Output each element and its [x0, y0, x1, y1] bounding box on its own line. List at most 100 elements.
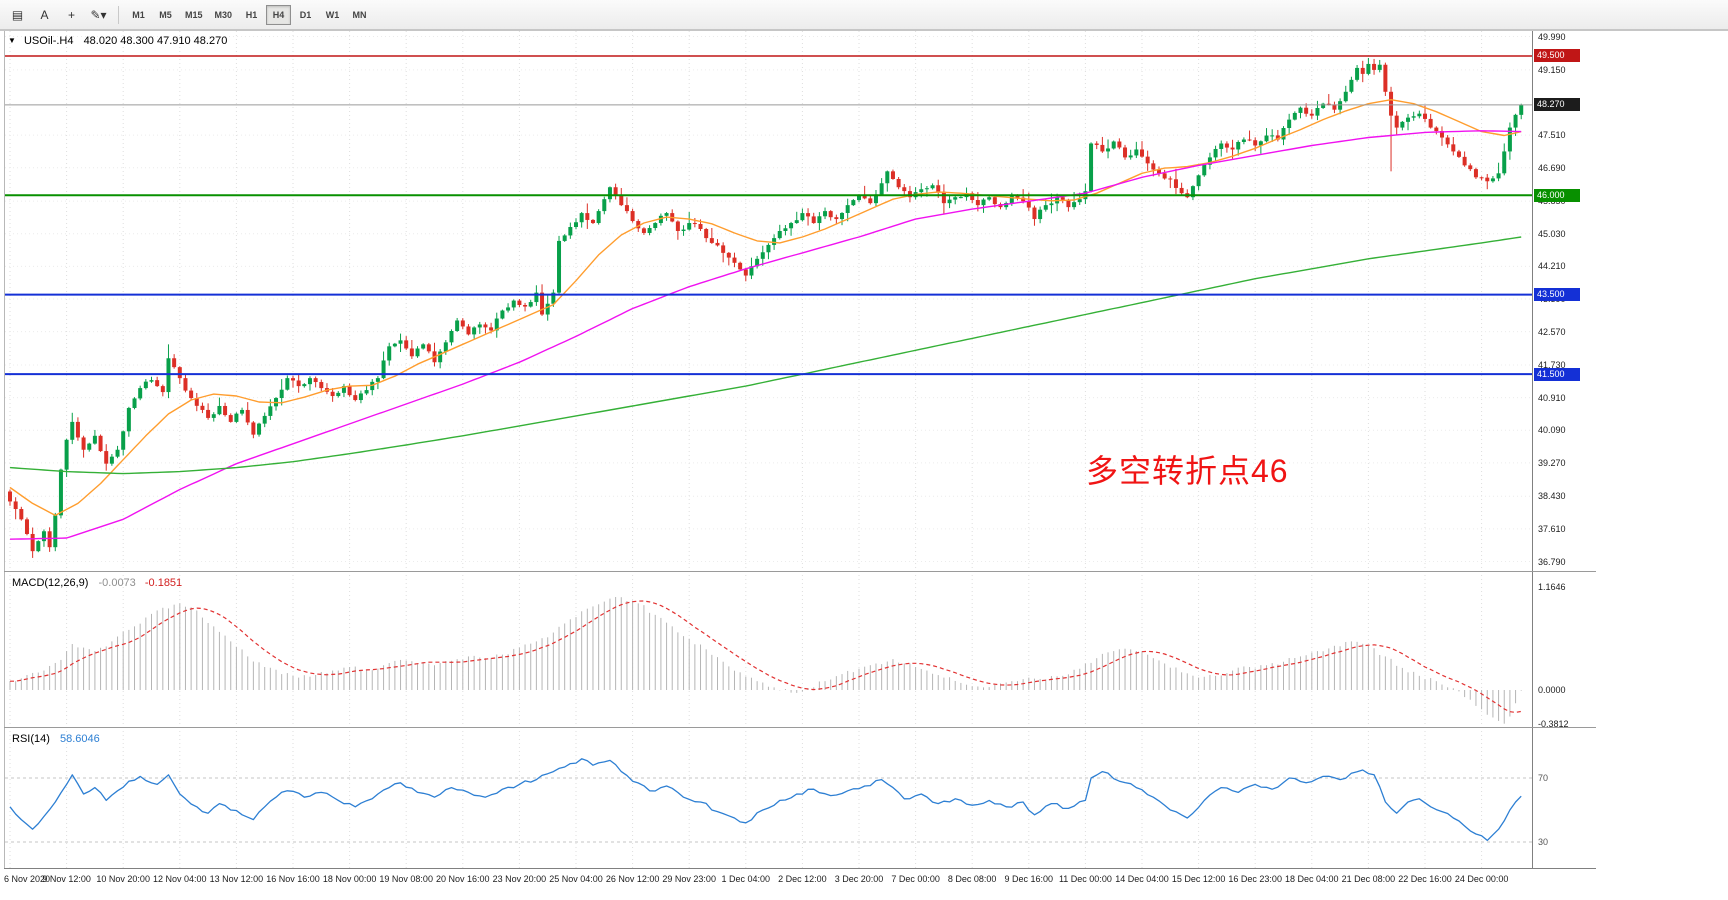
- time-label: 23 Nov 20:00: [492, 874, 547, 884]
- candle: [704, 229, 709, 239]
- candle: [200, 405, 205, 410]
- candle: [455, 320, 460, 332]
- ma-fast-line: [9, 98, 1522, 517]
- candle: [1355, 67, 1360, 80]
- candle: [523, 305, 528, 307]
- candle: [692, 223, 697, 225]
- candle: [126, 407, 131, 432]
- candle: [1219, 143, 1224, 149]
- time-label: 12 Nov 04:00: [153, 874, 207, 884]
- price-tick-label: 40.090: [1538, 425, 1566, 436]
- candle: [806, 213, 811, 217]
- candle: [947, 199, 952, 204]
- candle: [1253, 140, 1258, 146]
- candle: [75, 421, 80, 438]
- candle: [1015, 195, 1020, 198]
- candle: [104, 451, 109, 464]
- candle: [1372, 63, 1377, 70]
- cursor-tool-button[interactable]: A: [32, 4, 57, 26]
- candle: [8, 491, 12, 502]
- candle: [1004, 203, 1009, 208]
- candle: [392, 343, 397, 347]
- candle: [1468, 165, 1473, 170]
- candle: [1106, 148, 1111, 152]
- candle: [1202, 164, 1207, 176]
- time-label: 24 Dec 00:00: [1454, 874, 1509, 884]
- candle: [817, 216, 822, 224]
- candle: [1123, 147, 1128, 158]
- timeframe-button-d1[interactable]: D1: [299, 9, 312, 20]
- candle: [540, 292, 545, 315]
- candle: [658, 215, 663, 224]
- candle: [1241, 139, 1246, 142]
- candle: [902, 187, 907, 192]
- candle: [907, 191, 912, 198]
- candle: [177, 367, 182, 379]
- candle: [121, 431, 126, 450]
- candle: [1156, 169, 1161, 174]
- candle: [330, 391, 335, 397]
- candle: [1117, 141, 1122, 148]
- candle: [500, 310, 505, 319]
- candle: [800, 213, 805, 221]
- candle: [1077, 199, 1082, 203]
- time-label: 14 Dec 04:00: [1115, 874, 1169, 884]
- candle: [30, 533, 35, 552]
- candle: [291, 378, 295, 381]
- timeframe-button-m5[interactable]: M5: [159, 9, 172, 20]
- candle: [421, 344, 426, 349]
- candle: [1439, 131, 1444, 138]
- timeframe-button-w1[interactable]: W1: [325, 9, 340, 20]
- levels-layer: [5, 55, 1532, 376]
- candle: [336, 392, 341, 397]
- candle: [1428, 118, 1433, 128]
- crosshair-tool-button[interactable]: +: [59, 4, 84, 26]
- price-tick-label: 49.990: [1538, 31, 1566, 42]
- timeframe-button-mn[interactable]: MN: [352, 9, 367, 20]
- price-tick-label: 49.150: [1538, 64, 1566, 75]
- time-label: 20 Nov 16:00: [436, 874, 490, 884]
- time-label: 13 Nov 12:00: [209, 874, 264, 884]
- candle: [1089, 143, 1094, 192]
- candle: [19, 509, 24, 520]
- candle: [958, 197, 963, 199]
- candle: [562, 235, 567, 241]
- candle: [738, 262, 743, 270]
- candle: [851, 200, 856, 206]
- candle: [477, 324, 482, 328]
- price-tick-label: 36.790: [1538, 556, 1566, 567]
- candle: [857, 195, 861, 201]
- time-label: 6 Nov 2020: [4, 874, 51, 884]
- candle: [489, 327, 494, 331]
- charts-list-button[interactable]: ▤: [5, 4, 30, 26]
- price-axis[interactable]: 49.99049.15047.51046.69045.85045.03044.2…: [1532, 31, 1604, 869]
- candle: [506, 307, 511, 311]
- timeframe-button-m15[interactable]: M15: [185, 9, 203, 20]
- candle: [1394, 115, 1399, 128]
- timeframe-button-m30[interactable]: M30: [214, 9, 233, 20]
- candle: [596, 211, 601, 224]
- time-label: 18 Dec 04:00: [1285, 874, 1339, 884]
- candle: [1230, 147, 1235, 150]
- candle: [307, 378, 312, 385]
- candle: [1258, 141, 1263, 146]
- rsi-level-label: 30: [1538, 837, 1549, 847]
- candle: [715, 242, 720, 246]
- candle: [1111, 141, 1116, 149]
- candle: [1270, 135, 1275, 137]
- time-label: 8 Dec 08:00: [947, 874, 997, 884]
- candle: [375, 378, 380, 382]
- candle: [1326, 103, 1331, 105]
- candle: [347, 386, 352, 396]
- candle: [1349, 79, 1354, 92]
- candle: [1502, 151, 1507, 174]
- timeframe-button-m1[interactable]: M1: [132, 9, 145, 20]
- macd-axis-label: 0.0000: [1538, 685, 1566, 695]
- time-axis[interactable]: 6 Nov 2020 9 Nov 12:00 10 Nov 20:00 12 Nov …: [0, 869, 1728, 893]
- time-label: 11 Dec 00:00: [1058, 874, 1112, 884]
- candle: [845, 205, 850, 213]
- timeframe-button-h1[interactable]: H1: [245, 9, 258, 20]
- draw-tools-button[interactable]: ✎▾: [86, 4, 111, 26]
- timeframe-button-h4[interactable]: H4: [266, 4, 292, 25]
